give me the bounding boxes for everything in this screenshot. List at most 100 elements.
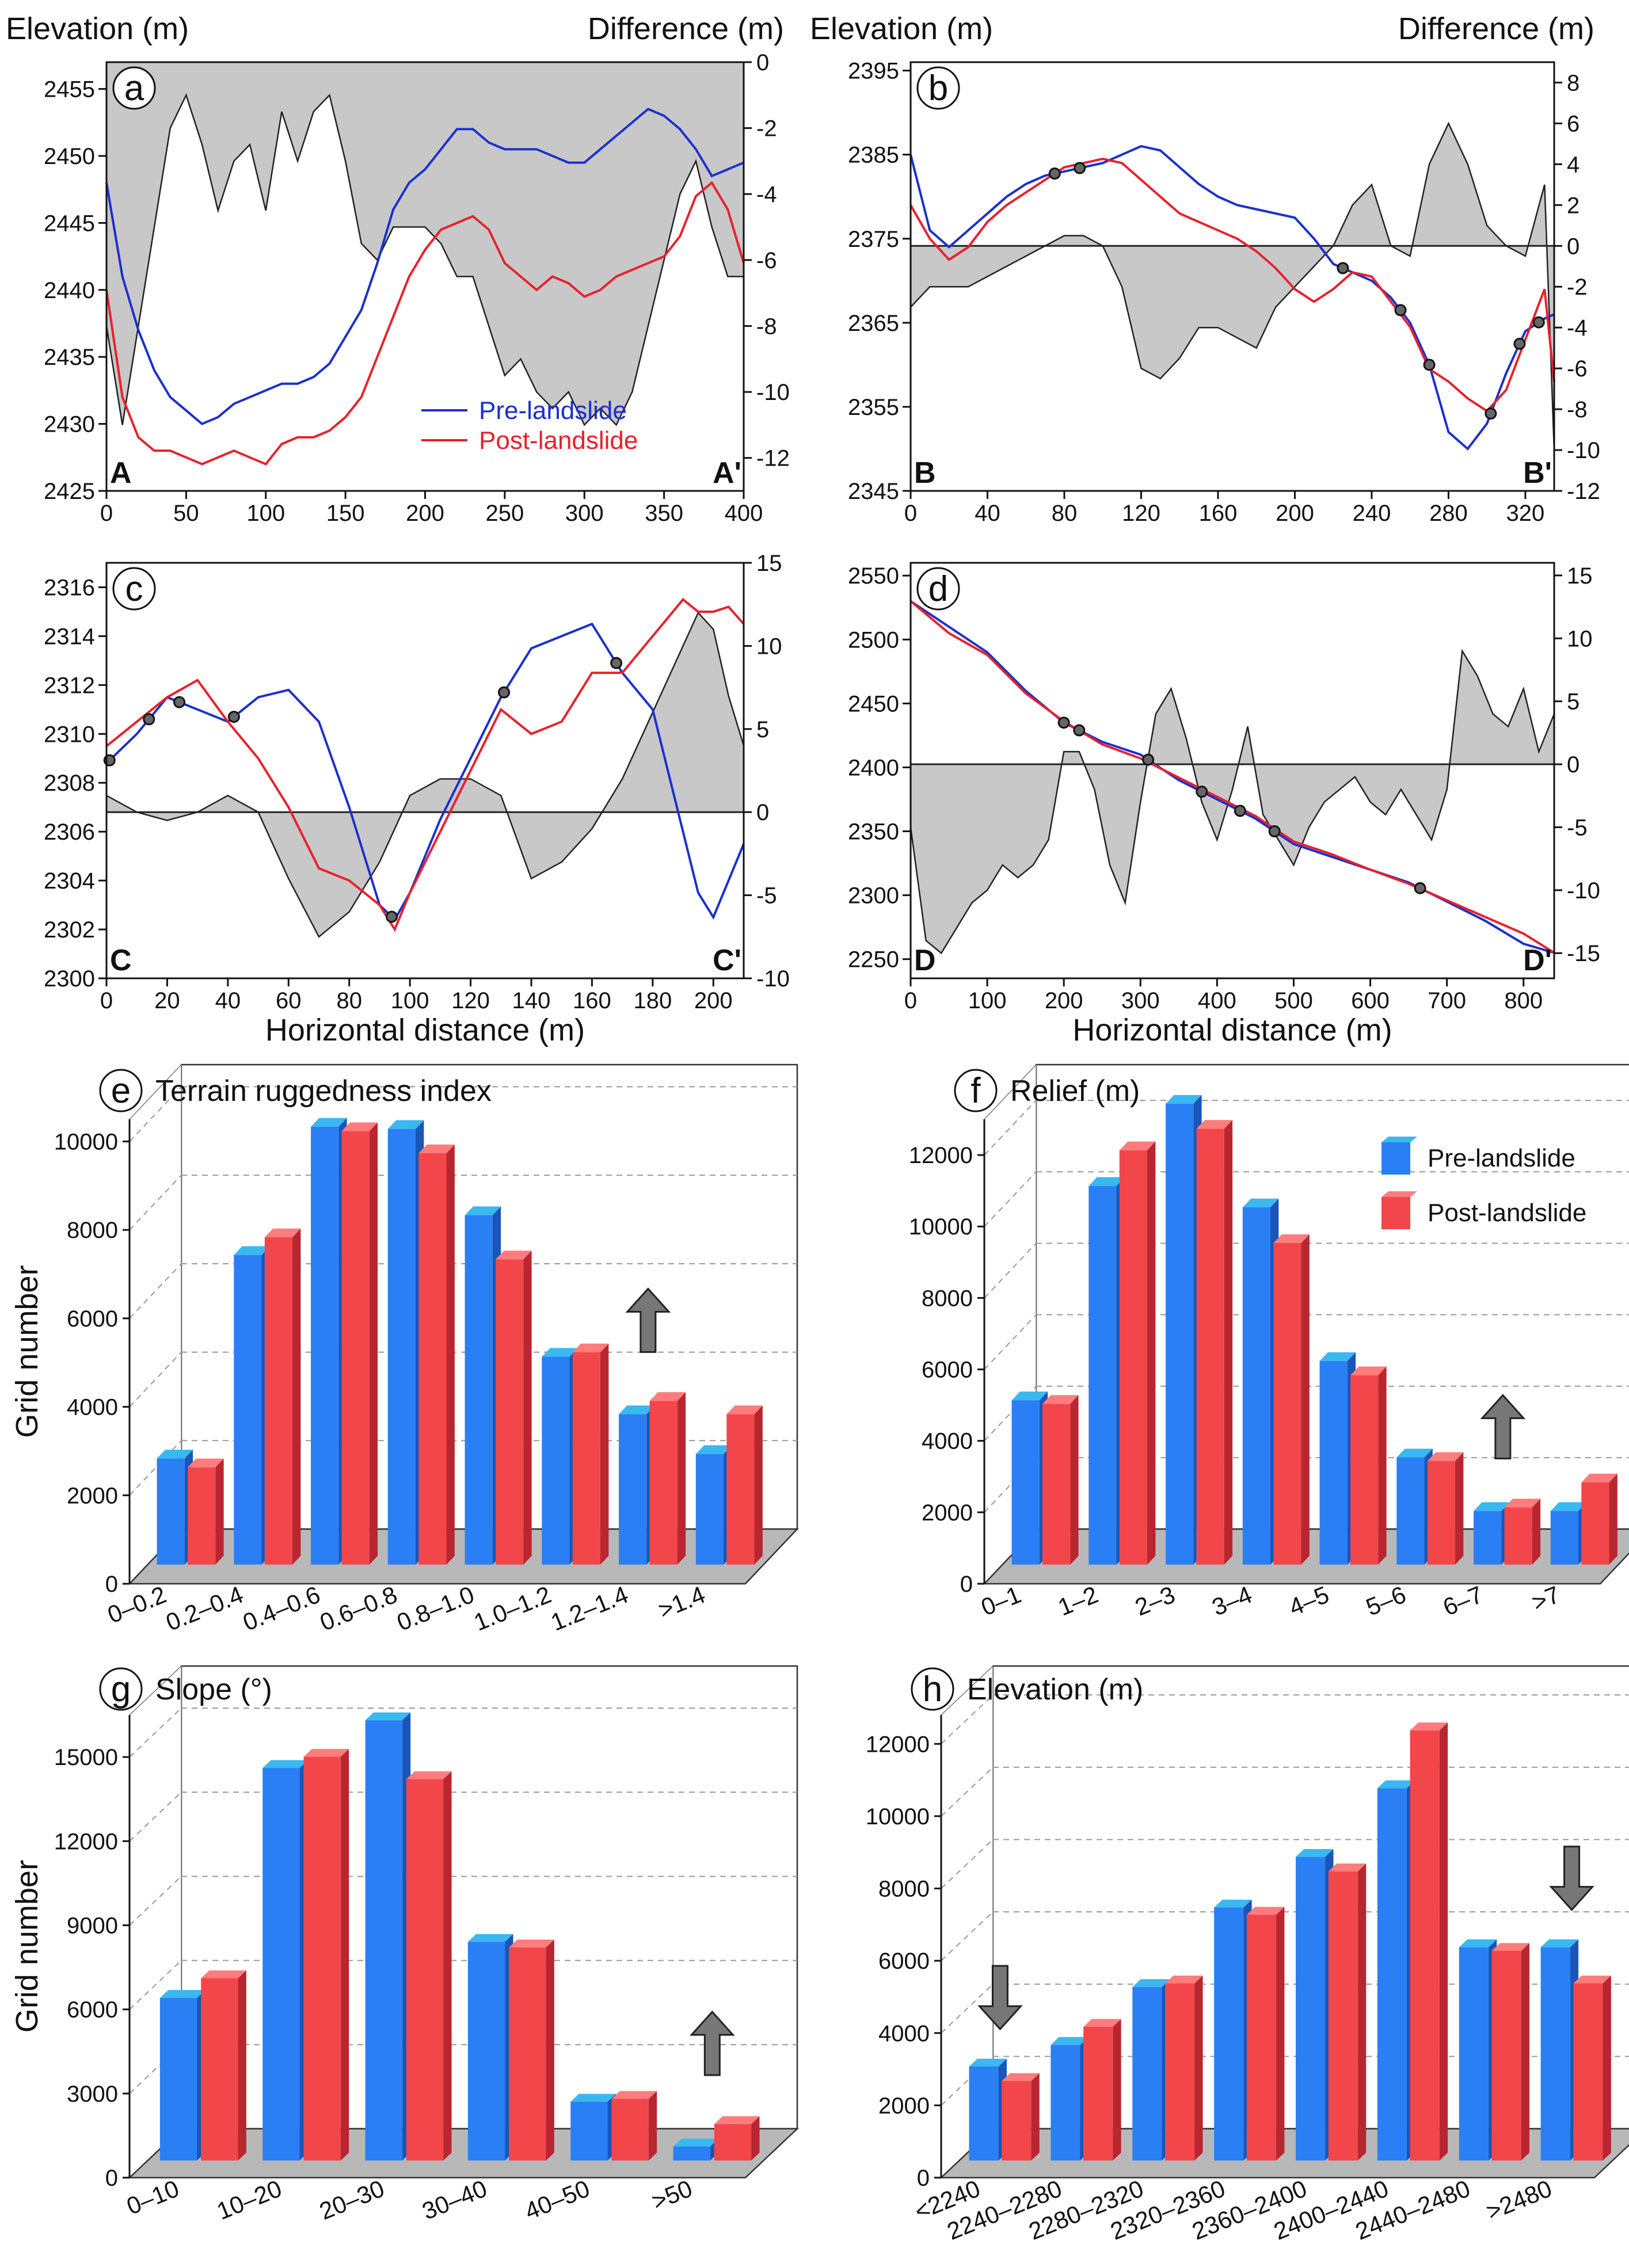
post-bar-top — [1328, 1863, 1367, 1871]
category-label: 0–10 — [123, 2175, 182, 2220]
y-tick-label: 0 — [105, 1572, 118, 1597]
y-tick-label: 2550 — [848, 563, 899, 589]
post-bar — [1581, 1482, 1609, 1565]
post-bar — [201, 1978, 238, 2161]
pre-bar-top — [1396, 1449, 1433, 1458]
pre-bar — [1474, 1511, 1502, 1565]
pre-bar-top — [673, 2139, 719, 2147]
intersection-marker — [173, 696, 186, 708]
post-bar — [418, 1153, 447, 1565]
y2-tick-label: -12 — [756, 446, 790, 471]
y-tick-label: 2385 — [848, 143, 899, 168]
category-label: 0.2–0.4 — [162, 1581, 247, 1636]
x-tick-label: 240 — [1353, 501, 1391, 526]
category-label: >2480 — [1482, 2175, 1555, 2225]
x-tick-label: 160 — [1199, 501, 1238, 526]
bar-panel-f: 0 2000 4000 6000 8000 10000 12000 0–1 1–2 2–3 3–4 4… — [909, 1064, 1629, 1621]
post-bar-side — [446, 1144, 455, 1565]
intersection-marker — [1196, 786, 1208, 798]
post-bar-side — [1194, 1975, 1203, 2161]
profile-start-label: A — [110, 456, 132, 490]
y-tick-label: 2435 — [44, 345, 95, 370]
x-tick-label: 100 — [968, 988, 1007, 1013]
category-label: 20–30 — [315, 2175, 388, 2225]
post-bar-top — [1350, 1366, 1387, 1375]
post-bar-side — [1521, 1943, 1529, 2161]
panel-label: e — [111, 1071, 131, 1111]
pre-bar-top — [157, 1450, 193, 1459]
post-bar-side — [292, 1228, 301, 1565]
y2-tick-label: -6 — [1567, 356, 1588, 382]
gridline — [941, 1911, 994, 1961]
difference-area — [106, 612, 744, 937]
gridline — [941, 1839, 994, 1889]
intersection-marker — [1057, 716, 1070, 729]
pre-bar — [1550, 1511, 1578, 1565]
y2-tick-label: 5 — [756, 717, 769, 742]
post-bar-top — [1273, 1234, 1310, 1244]
post-bar-top — [1427, 1452, 1464, 1461]
category-label: 0.6–0.8 — [316, 1581, 401, 1636]
y2-tick-label: -5 — [1567, 815, 1588, 840]
gridline — [984, 1171, 1037, 1227]
pre-bar-top — [619, 1405, 655, 1415]
y-tick-label: 2308 — [44, 771, 95, 796]
gridline — [129, 1175, 182, 1230]
category-label: >7 — [1528, 1581, 1563, 1617]
category-label: 10–20 — [213, 2175, 286, 2225]
post-bar — [714, 2124, 752, 2161]
pre-bar — [1132, 1987, 1162, 2161]
bar-panel-g: 0 3000 6000 9000 12000 15000 0–10 10–20 20–30 30–… — [10, 1665, 800, 2225]
post-bar — [649, 1401, 678, 1565]
y2-tick-label: -8 — [756, 314, 777, 339]
post-bar — [1491, 1950, 1521, 2161]
y-tick-label: 2445 — [44, 211, 95, 236]
y-tick-label: 2450 — [44, 144, 95, 169]
post-bar-top — [1165, 1975, 1203, 1984]
difference-line — [909, 649, 1555, 955]
panel-label: h — [923, 1669, 942, 1709]
y2-tick-label: 4 — [1567, 152, 1579, 177]
pre-bar — [365, 1720, 402, 2161]
post-bar-top — [1002, 2073, 1040, 2082]
post-bar — [1504, 1507, 1532, 1565]
pre-bar — [157, 1458, 185, 1565]
x-tick-label: 40 — [215, 988, 241, 1013]
y-tick-label: 2000 — [922, 1500, 973, 1526]
profile-end-label: C' — [713, 944, 741, 977]
y2-tick-label: 0 — [756, 800, 769, 825]
intersection-marker — [1485, 407, 1497, 420]
y-axis-title: Grid number — [10, 1265, 44, 1438]
bar-panel-e: 02000400060008000100000–0.20.2–0.40.4–0.… — [10, 1064, 799, 1636]
panel-label-circle — [112, 567, 156, 611]
post-bar-top — [611, 2091, 657, 2099]
x-tick-label: 140 — [512, 988, 551, 1013]
x-tick-label: 0 — [904, 501, 917, 526]
x-tick-label: 40 — [975, 501, 1000, 526]
post-bar — [1246, 1915, 1276, 2161]
post-bar-top — [1042, 1395, 1079, 1404]
post-bar-top — [1581, 1473, 1617, 1482]
y-tick-label: 2345 — [848, 479, 899, 504]
intersection-marker — [498, 686, 511, 699]
pre-bar — [673, 2146, 710, 2161]
y-tick-label: 6000 — [878, 1949, 930, 1974]
post-bar-top — [726, 1405, 763, 1415]
category-label: 0.8–1.0 — [393, 1581, 478, 1636]
pre-bar — [1214, 1907, 1244, 2161]
post-bar-top — [1083, 2019, 1121, 2027]
gridline — [129, 1791, 182, 1842]
post-bar-top — [1246, 1907, 1285, 1915]
panel-label: d — [928, 569, 948, 609]
post-landslide-line — [105, 597, 745, 932]
legend-swatch-top — [1381, 1137, 1417, 1142]
post-bar-side — [1301, 1234, 1310, 1565]
y-tick-label: 2400 — [848, 755, 899, 780]
intersection-marker — [1532, 316, 1545, 329]
x-tick-label: 300 — [565, 501, 604, 526]
line-panel-d: 0 100 200 300 400 500 600 700 800225023002350240… — [848, 562, 1600, 1047]
y2-tick-label: -10 — [1567, 878, 1600, 904]
x-tick-label: 80 — [336, 988, 362, 1013]
intersection-marker — [1048, 167, 1061, 180]
pre-bar — [1396, 1457, 1425, 1565]
